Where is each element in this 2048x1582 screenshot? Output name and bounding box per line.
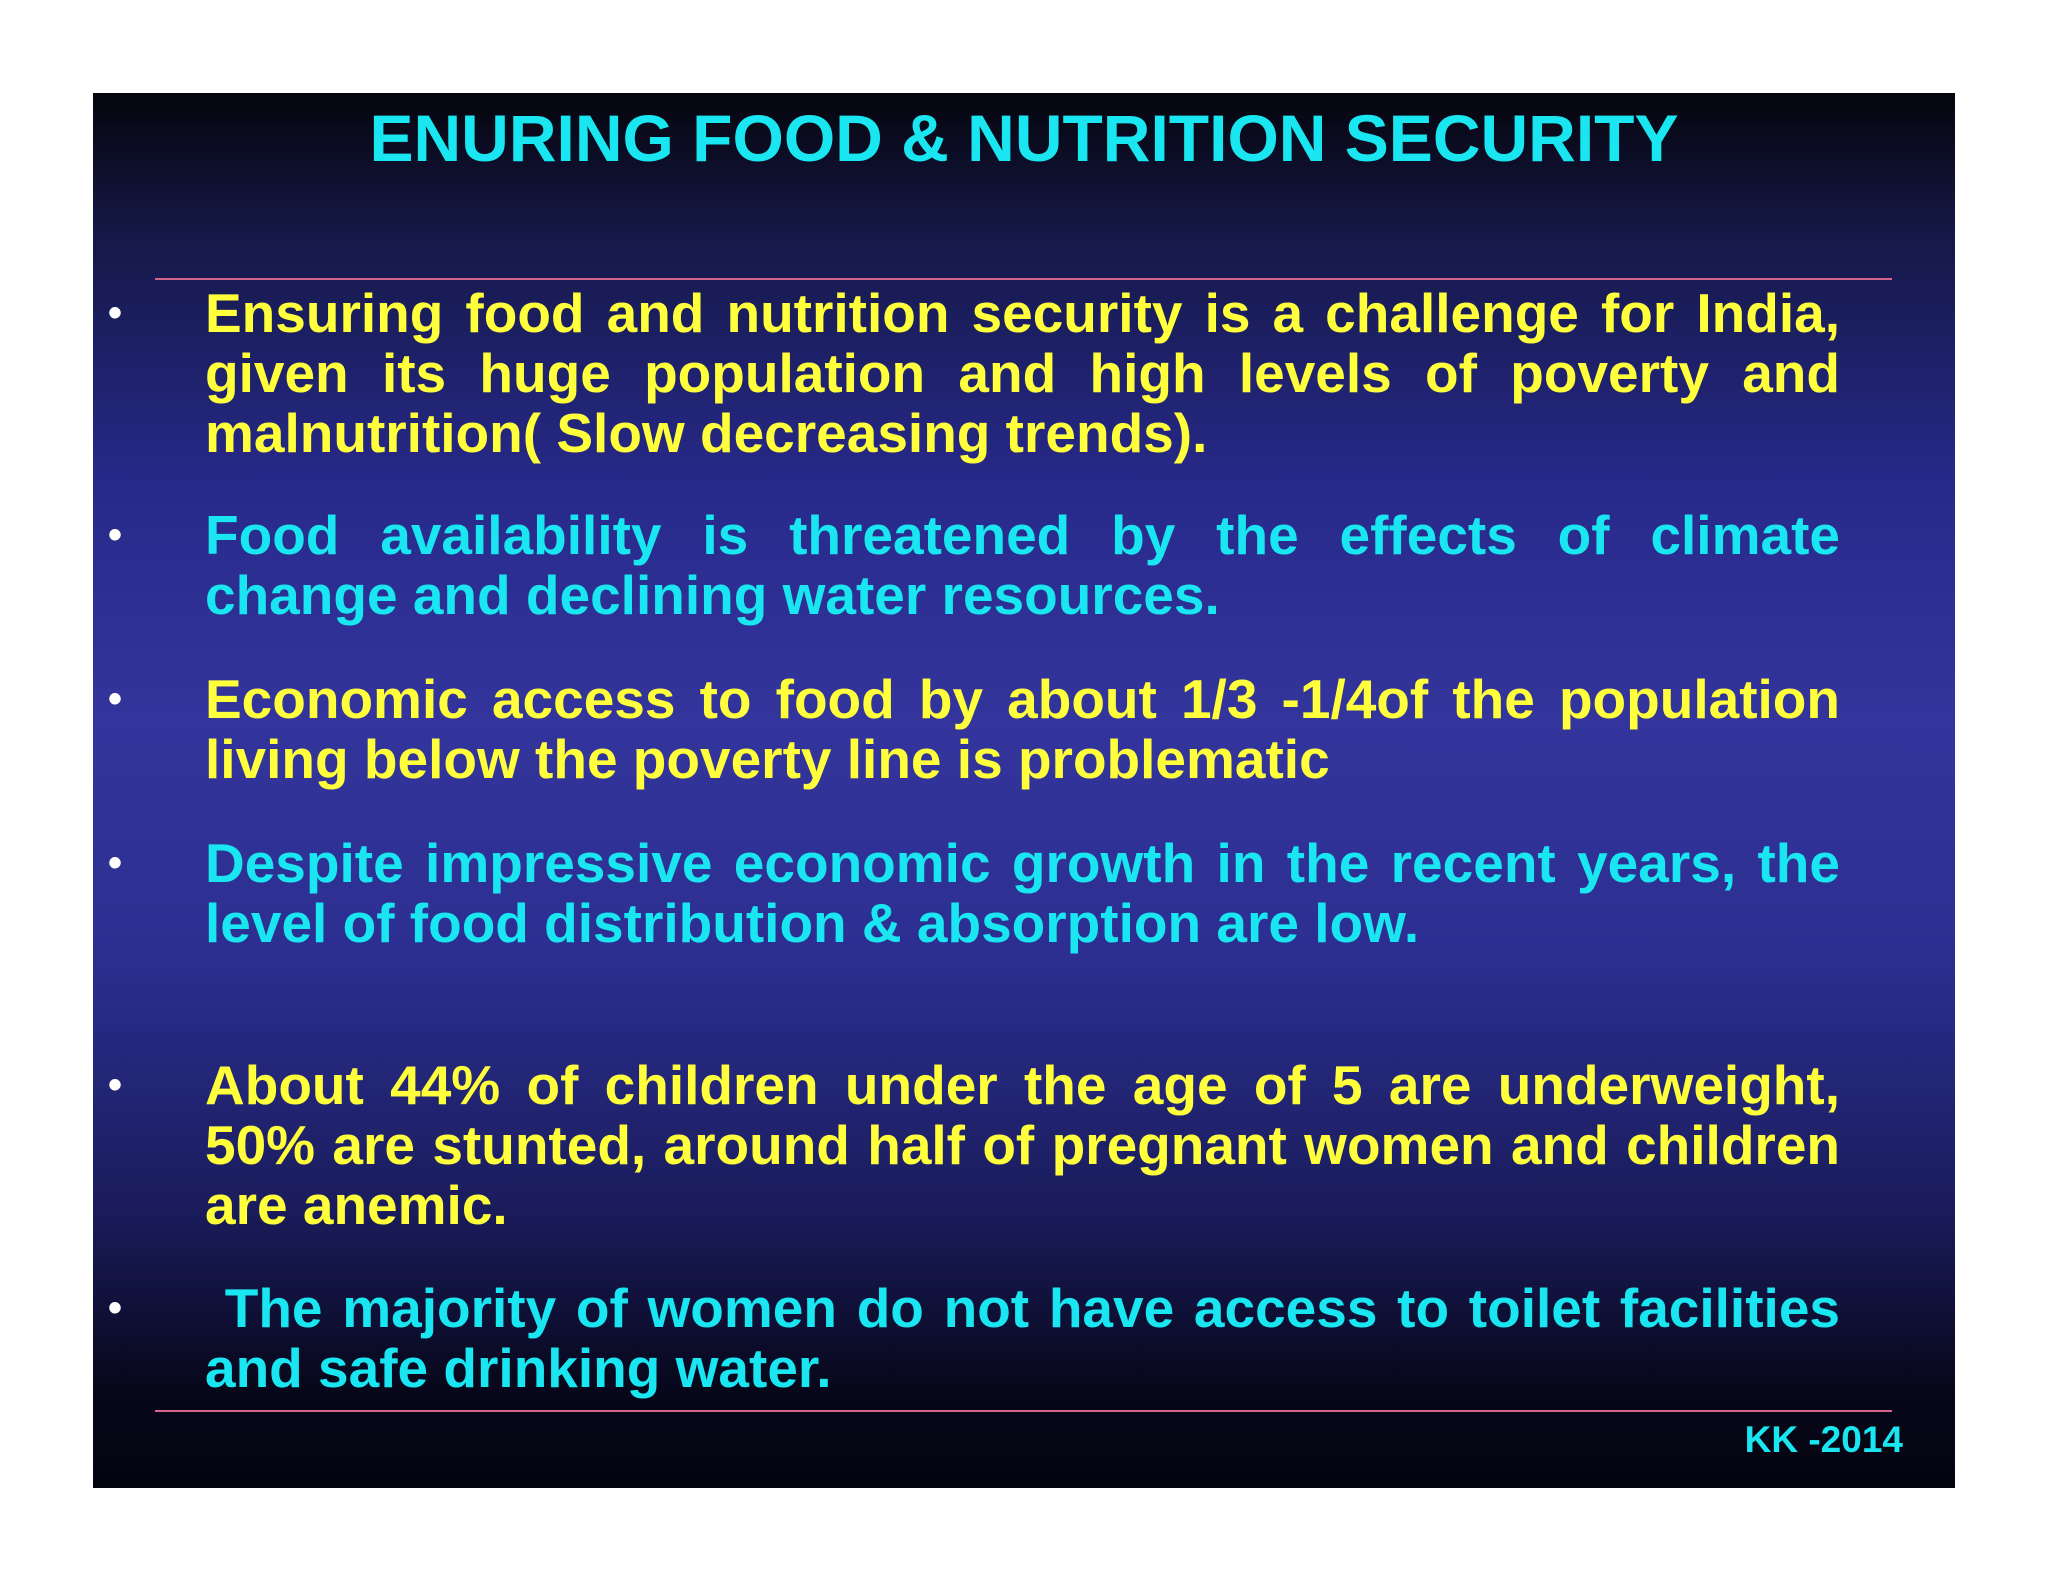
bullet-marker: • [108,513,123,557]
slide-title: ENURING FOOD & NUTRITION SECURITY [369,101,1679,175]
bullet-marker: • [108,841,123,885]
top-divider [155,278,1892,280]
bullet-text: About 44% of children under the age of 5… [205,1054,1856,1236]
bullet-marker: • [108,291,123,335]
bullet-marker: • [108,1063,123,1107]
slide: ENURING FOOD & NUTRITION SECURITY • Ensu… [93,93,1955,1488]
bottom-divider [155,1410,1892,1412]
bullet-text: Food availability is threatened by the e… [205,504,1856,626]
bullet-text: Despite impressive economic growth in th… [205,832,1856,954]
bullet-marker: • [108,677,123,721]
bullet-text: Economic access to food by about 1/3 -1/… [205,668,1856,790]
bullet-text: Ensuring food and nutrition security is … [205,282,1856,464]
bullet-marker: • [108,1286,123,1330]
slide-footer: KK -2014 [1744,1419,1903,1460]
bullet-text: The majority of women do not have access… [205,1277,1856,1399]
